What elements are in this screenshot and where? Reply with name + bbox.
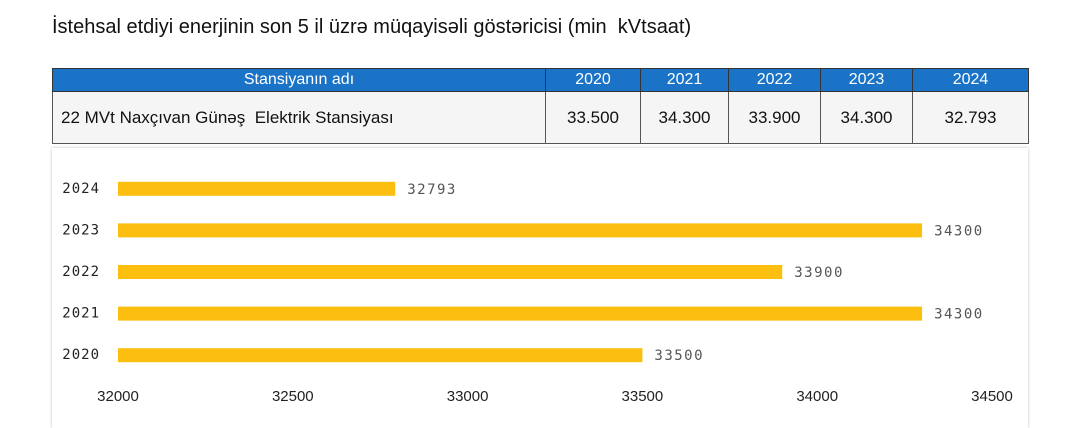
bar	[118, 223, 923, 238]
y-tick-label: 2023	[62, 222, 100, 238]
x-tick-label: 33000	[447, 388, 489, 405]
value-label: 33900	[794, 265, 844, 281]
value-label: 33500	[654, 348, 704, 364]
y-tick-label: 2020	[62, 347, 100, 363]
header-cell: 2022	[728, 68, 821, 92]
value-label: 34300	[934, 223, 984, 239]
y-tick-label: 2024	[62, 181, 100, 197]
x-tick-label: 34000	[796, 388, 838, 405]
y-tick-label: 2021	[62, 306, 100, 322]
x-tick-label: 33500	[622, 388, 664, 405]
header-cell: 2020	[545, 68, 641, 92]
table-cell: 33.500	[545, 91, 641, 144]
table-cell: 22 MVt Naxçıvan Günəş Elektrik Stansiyas…	[52, 91, 546, 144]
data-table: Stansiyanın adı 2020 2021 2022 2023 2024…	[52, 68, 1029, 144]
table-cell: 32.793	[912, 91, 1029, 144]
value-label: 34300	[934, 307, 984, 323]
table-cell: 34.300	[640, 91, 729, 144]
header-cell: 2021	[640, 68, 729, 92]
bar	[118, 306, 923, 321]
table-header: Stansiyanın adı 2020 2021 2022 2023 2024	[52, 68, 1029, 92]
table-row: 22 MVt Naxçıvan Günəş Elektrik Stansiyas…	[52, 91, 1029, 144]
table-cell: 34.300	[820, 91, 913, 144]
x-tick-label: 34500	[971, 388, 1013, 405]
table-cell: 33.900	[728, 91, 821, 144]
y-tick-label: 2022	[62, 264, 100, 280]
header-cell: 2024	[912, 68, 1029, 92]
chart: 32000 32500 33000 33500 34000 34500 2024 32793 2…	[62, 181, 1013, 405]
x-tick-label: 32500	[272, 388, 314, 405]
header-cell: Stansiyanın adı	[52, 68, 546, 92]
bar	[118, 265, 783, 279]
x-tick-label: 32000	[97, 388, 139, 405]
chart-card: 32000 32500 33000 33500 34000 34500 2024 32793 2…	[52, 148, 1028, 428]
header-cell: 2023	[820, 68, 913, 92]
page: {"title": "İstehsal etdiyi enerjinin son…	[52, 16, 1029, 405]
bar	[118, 348, 643, 363]
page-title: İstehsal etdiyi enerjinin son 5 il üzrə …	[52, 16, 692, 38]
value-label: 32793	[407, 182, 457, 198]
bar	[118, 181, 396, 196]
